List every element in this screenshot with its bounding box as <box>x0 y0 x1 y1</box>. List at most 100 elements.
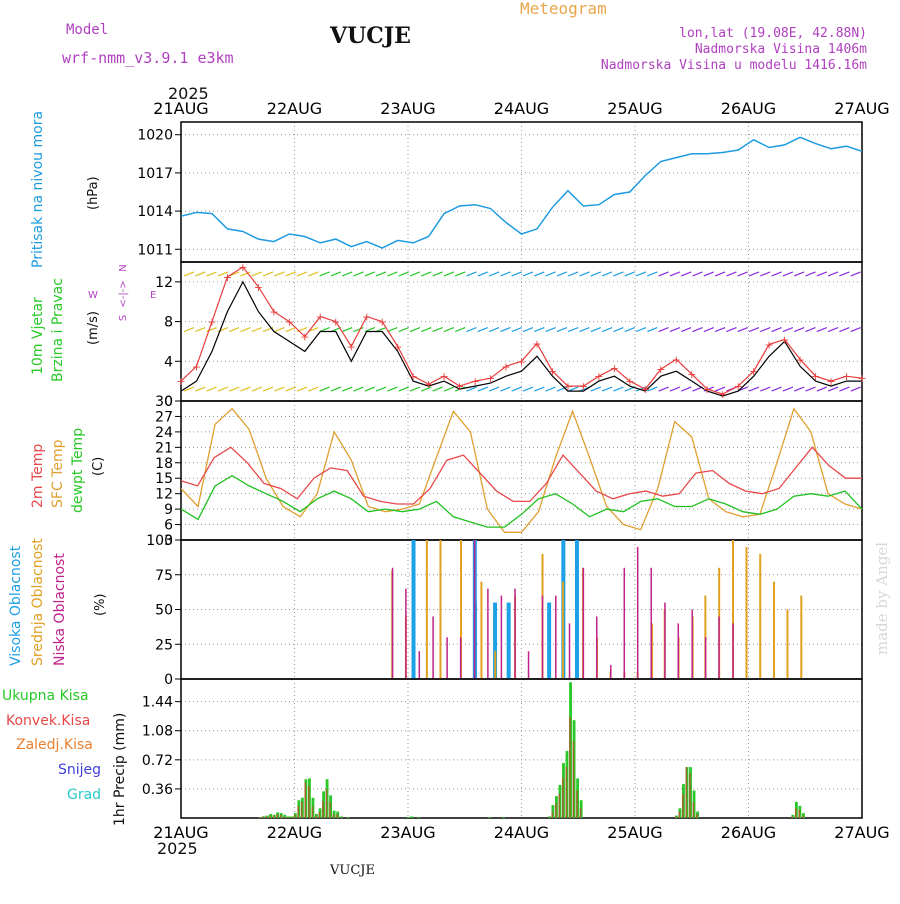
wind-arrow <box>240 271 251 277</box>
wind-arrow <box>477 386 489 392</box>
cloud-low-bar <box>459 637 462 679</box>
wind-arrow <box>364 326 376 333</box>
wind-arrow <box>567 271 579 277</box>
wind-arrow <box>680 386 692 392</box>
y-tick-label: 1.08 <box>142 724 173 740</box>
precip-conv-bar <box>558 793 561 818</box>
date-label: 25AUG <box>607 99 662 118</box>
date-label: 22AUG <box>267 823 322 842</box>
wind-arrow <box>500 271 511 277</box>
precip-conv-bar <box>798 809 801 818</box>
wind-gust-marker: + <box>780 333 789 346</box>
wind-arrow <box>488 386 500 392</box>
precip-conv-bar <box>262 816 264 818</box>
wind-arrow <box>658 271 669 277</box>
wind-arrow <box>827 326 839 333</box>
wind-arrow <box>805 326 816 333</box>
cloud-low-bar <box>527 651 530 679</box>
precip-legend-conv: Konvek.Kisa <box>6 713 90 729</box>
wind-gust-marker: + <box>532 337 541 350</box>
precip-conv-bar <box>339 817 342 818</box>
wind-gust-marker: + <box>440 370 449 383</box>
precip-total-bar <box>417 817 421 818</box>
wind-arrow <box>206 386 217 392</box>
wind-arrow <box>262 271 274 277</box>
wind-arrow <box>195 326 206 333</box>
date-label: 25AUG <box>607 823 662 842</box>
y-tick-label: 12 <box>155 487 173 503</box>
date-label: 27AUG <box>834 99 889 118</box>
wind-gust-marker: + <box>393 340 402 353</box>
temp-sfc-label: SFC Temp <box>50 439 66 508</box>
wind-gust-marker: + <box>749 365 758 378</box>
wind-arrow <box>228 386 240 392</box>
wind-arrow <box>590 271 602 277</box>
wind-arrow <box>534 326 545 333</box>
wind-arrow <box>296 386 308 392</box>
wind-arrow <box>274 271 285 277</box>
y-tick-label: 3 <box>164 533 173 549</box>
wind-arrow <box>330 271 342 277</box>
wind-gust-marker: + <box>563 380 572 393</box>
wind-arrow <box>647 326 658 333</box>
wind-arrow <box>805 271 816 277</box>
compass-s-label: S <box>118 315 129 321</box>
y-tick-label: 27 <box>155 409 173 425</box>
wind-arrow <box>793 326 805 333</box>
wind-arrow <box>251 271 263 277</box>
cloud-mid-bar <box>732 540 734 679</box>
wind-gust-marker: + <box>207 316 216 329</box>
cloud-low-bar <box>732 623 734 679</box>
date-label: 23AUG <box>380 823 435 842</box>
wind-gust-marker: + <box>718 388 727 401</box>
wind-arrow <box>522 271 534 277</box>
wind-arrow <box>760 271 771 277</box>
wind-arrow <box>364 271 376 277</box>
elevation-text: Nadmorska Visina 1406m <box>695 42 867 57</box>
y-tick-label: 18 <box>155 456 173 472</box>
top-date-axis: 21AUG 22AUG 23AUG 24AUG 25AUG 26AUG 27AUG <box>153 99 889 118</box>
precip-conv-bar <box>569 716 571 818</box>
wind-arrow <box>567 386 579 392</box>
wind-arrow <box>251 326 263 333</box>
cloud-low-bar <box>664 602 666 679</box>
wind-arrow <box>432 271 443 277</box>
wind-arrow <box>274 386 285 392</box>
cloud-high-bar <box>547 602 552 679</box>
precip-conv-bar <box>279 814 282 818</box>
precip-conv-bar <box>696 813 698 818</box>
wind-arrow <box>319 326 330 333</box>
wind-arrow <box>398 326 409 333</box>
wind-name-2: Brzina i Pravac <box>50 278 66 382</box>
wind-arrow <box>793 386 805 392</box>
wind-labels: 10m Vjetar Brzina i Pravac (m/s) N <-|->… <box>30 264 156 382</box>
wind-gust-marker: + <box>734 380 743 393</box>
cloud-low-bar <box>623 567 626 679</box>
precip-total-bar <box>502 817 505 818</box>
wind-arrow <box>635 271 647 277</box>
wind-arrow <box>658 386 669 392</box>
precip-conv-bar <box>336 813 338 818</box>
wind-gust-marker: + <box>625 375 634 388</box>
model-name: wrf-nmm_v3.9.1 e3km <box>62 49 234 67</box>
precip-conv-bar <box>794 808 797 818</box>
temp-labels: 2m Temp SFC Temp dewpt Temp (C) <box>30 428 106 513</box>
wind-arrow <box>432 386 443 392</box>
wind-arrow <box>522 386 534 392</box>
temp-2m-line <box>180 446 862 505</box>
pressure-line <box>180 136 863 249</box>
cloud-low-bar <box>541 595 544 679</box>
wind-arrow <box>827 271 839 277</box>
wind-arrow <box>364 386 376 392</box>
wind-arrow <box>511 326 522 333</box>
precip-conv-bar <box>297 805 300 818</box>
wind-arrow <box>285 271 296 277</box>
wind-arrow <box>680 326 692 333</box>
cloud-mid-bar <box>651 623 654 679</box>
wind-arrow <box>601 271 613 277</box>
wind-arrow <box>195 386 206 392</box>
cloud-mid-bar <box>800 595 803 679</box>
date-label: 21AUG <box>153 99 208 118</box>
